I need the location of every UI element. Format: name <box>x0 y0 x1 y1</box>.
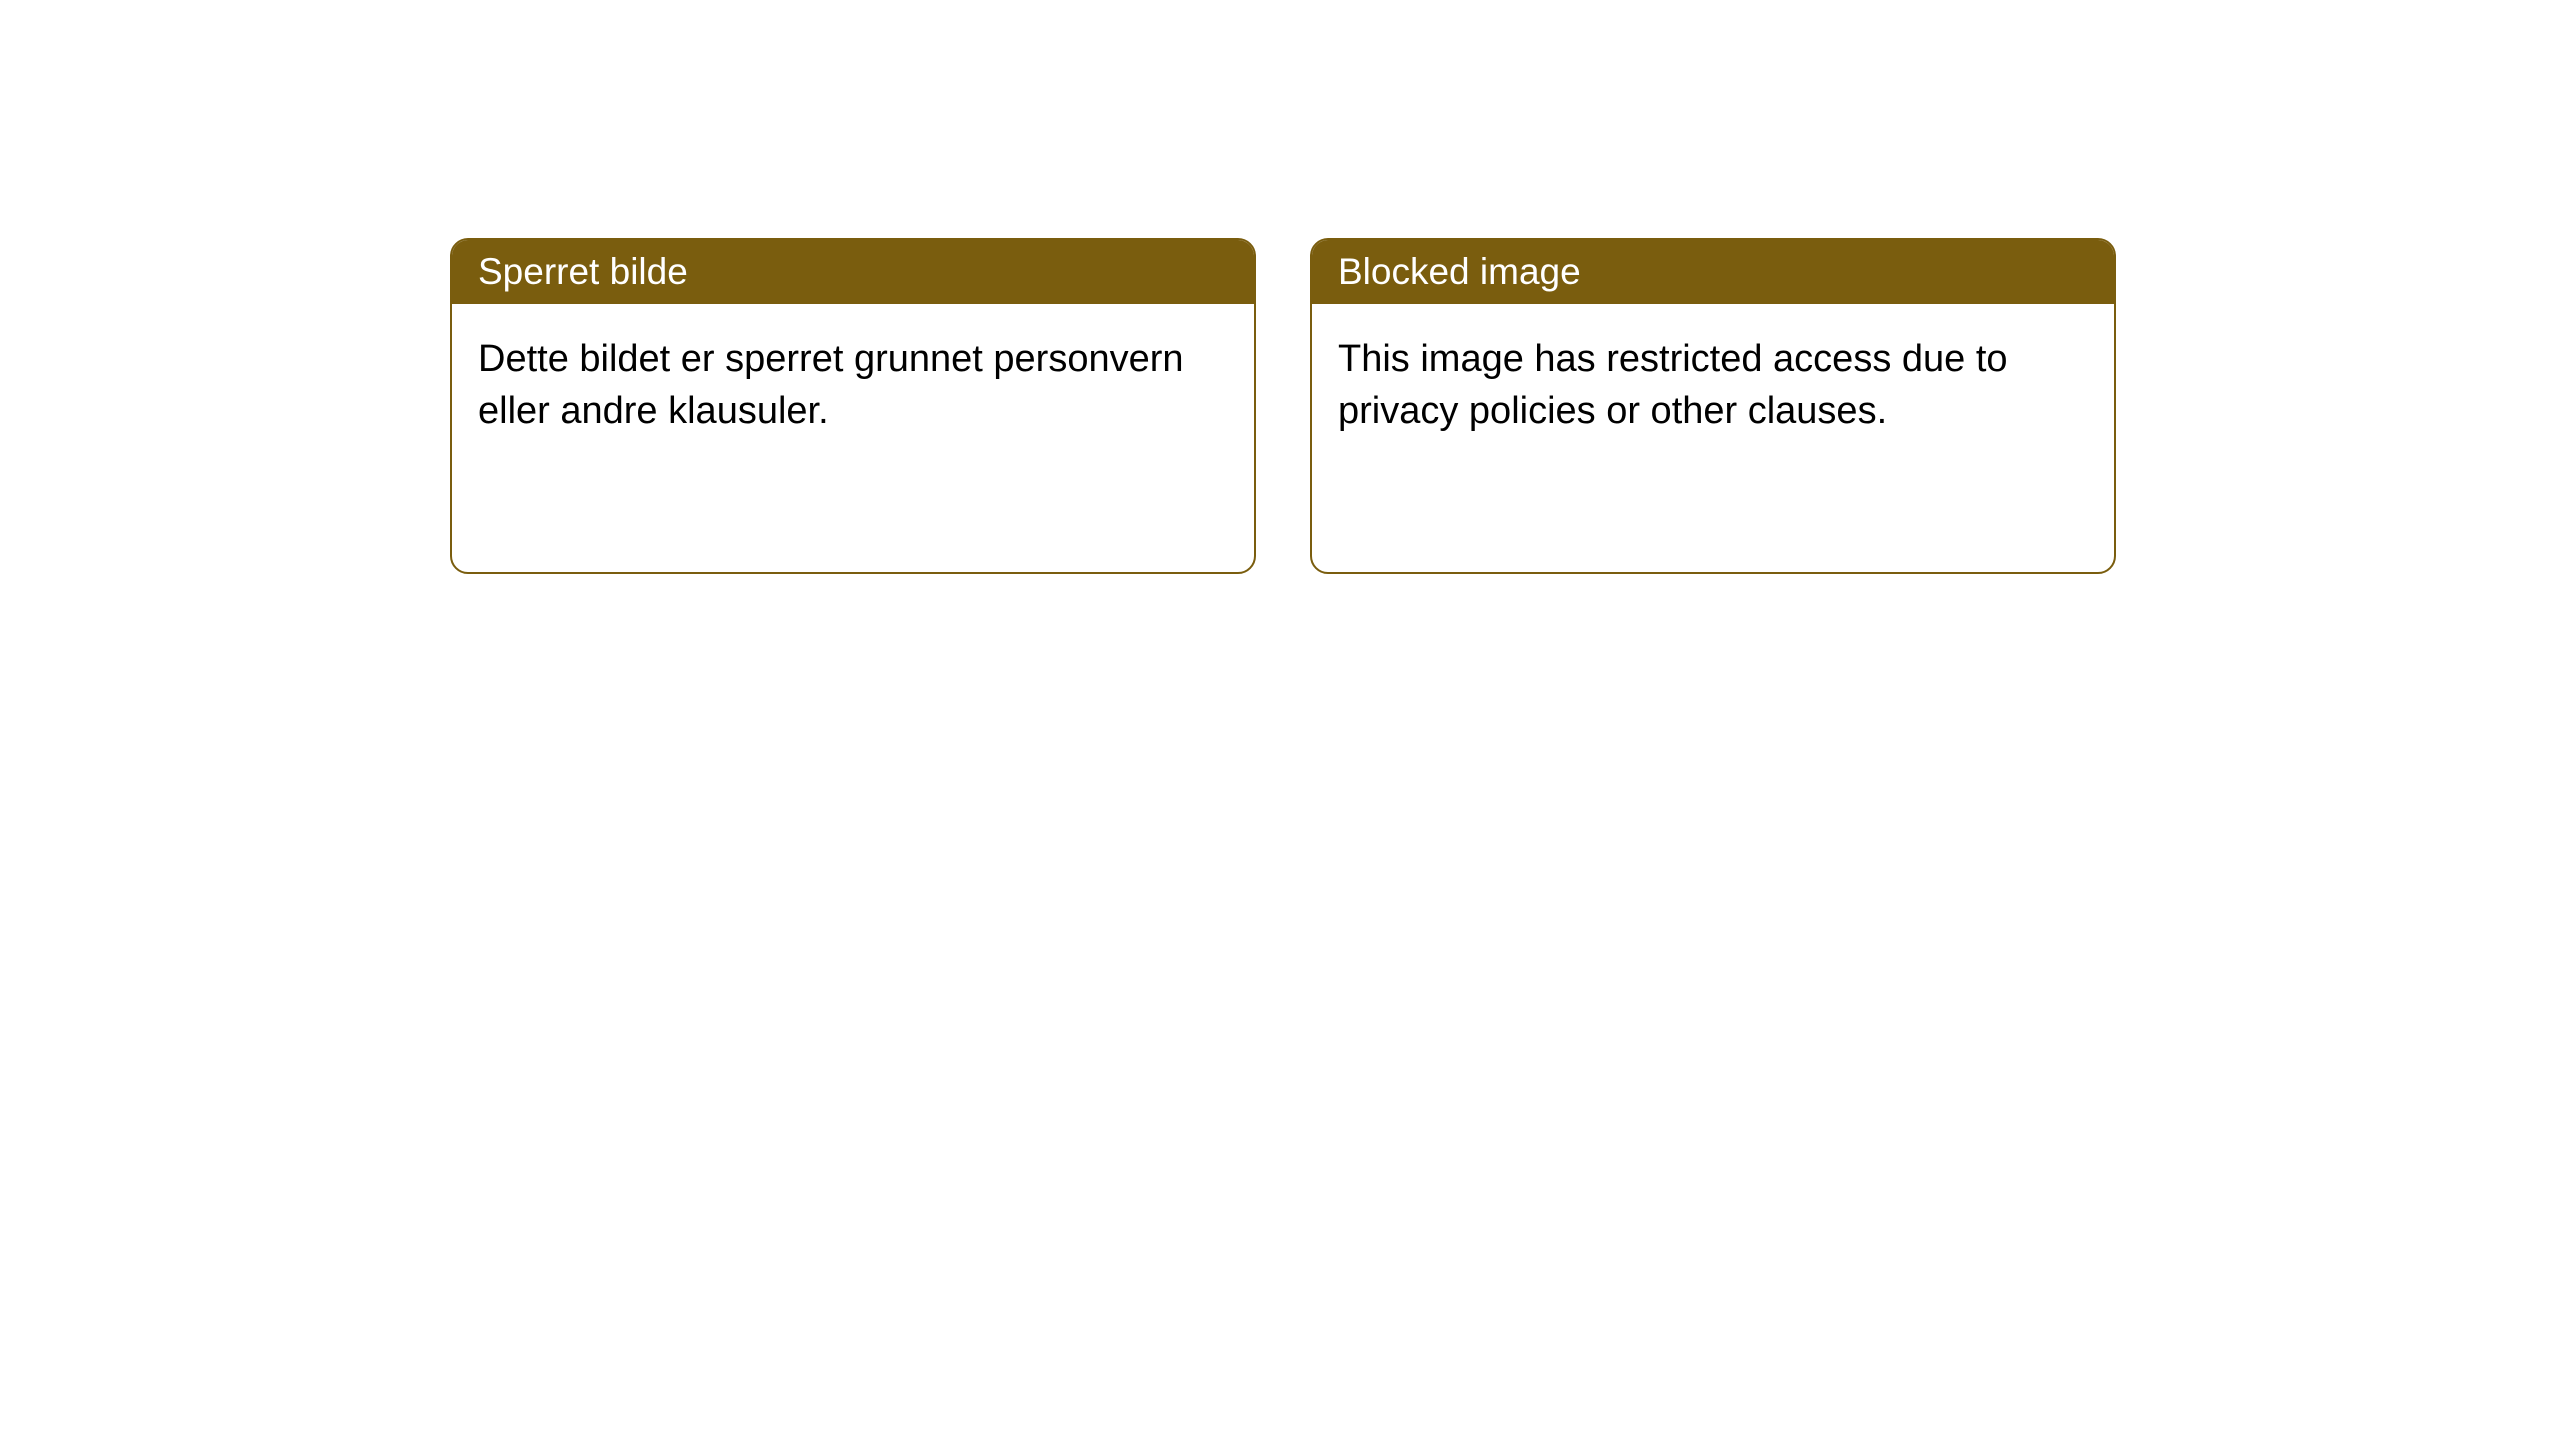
blocked-image-card-en: Blocked image This image has restricted … <box>1310 238 2116 574</box>
blocked-image-card-no: Sperret bilde Dette bildet er sperret gr… <box>450 238 1256 574</box>
card-header-no: Sperret bilde <box>452 240 1254 304</box>
card-body-no: Dette bildet er sperret grunnet personve… <box>452 304 1254 467</box>
card-header-en: Blocked image <box>1312 240 2114 304</box>
notice-container: Sperret bilde Dette bildet er sperret gr… <box>0 0 2560 574</box>
card-body-en: This image has restricted access due to … <box>1312 304 2114 467</box>
